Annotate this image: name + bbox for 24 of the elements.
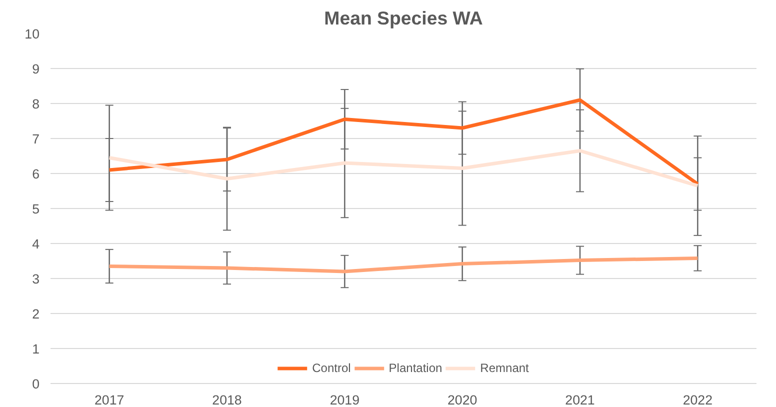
x-tick-label: 2022 [682,392,712,407]
y-tick-label: 10 [24,26,40,42]
y-tick-label: 0 [32,376,40,392]
y-tick-label: 2 [32,306,40,322]
x-tick-label: 2017 [94,392,124,407]
legend-label: Control [312,361,351,375]
x-tick-label: 2018 [212,392,242,407]
y-tick-label: 6 [32,166,40,182]
x-tick-label: 2020 [448,392,478,407]
line-series [108,98,700,186]
chart-title: Mean Species WA [324,8,483,28]
line-series [108,149,700,188]
x-tick-label: 2021 [565,392,595,407]
y-tick-label: 4 [32,236,40,252]
legend-label: Plantation [388,361,442,375]
x-tick-label: 2019 [330,392,360,407]
y-tick-label: 5 [32,202,40,216]
y-tick-label: 1 [32,342,40,356]
y-tick-label: 9 [32,62,40,76]
y-tick-label: 3 [32,272,40,286]
legend-label: Remnant [480,361,529,375]
y-tick-label: 7 [32,132,40,146]
y-tick-label: 8 [32,96,40,112]
line-series [108,256,700,274]
